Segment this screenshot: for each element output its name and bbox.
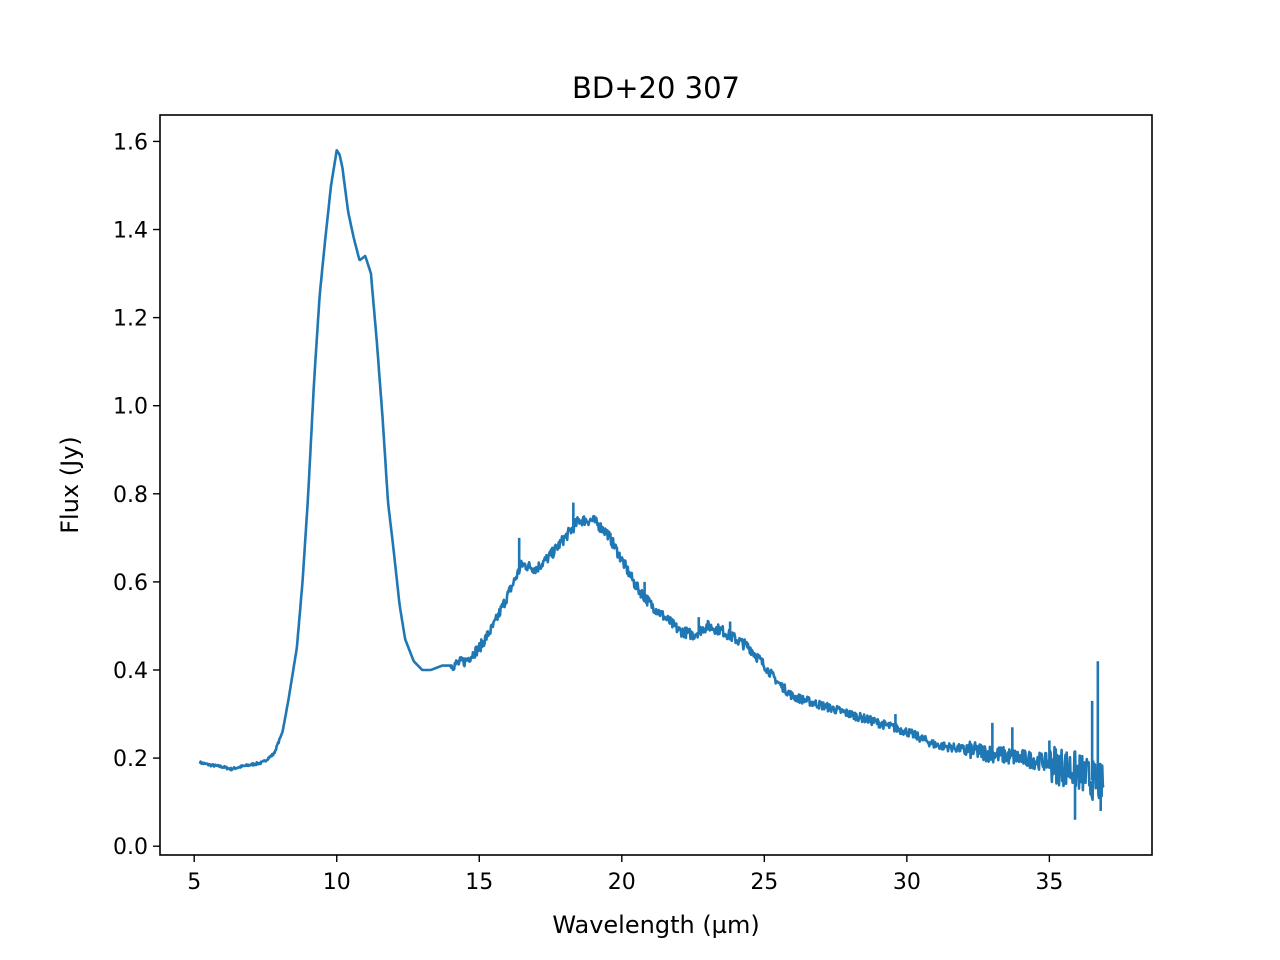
x-tick-label: 30 <box>893 870 921 895</box>
y-tick-label: 1.2 <box>113 307 148 332</box>
x-tick-label: 15 <box>465 870 493 895</box>
axes-frame <box>159 114 1153 856</box>
x-tick-label: 20 <box>608 870 636 895</box>
y-tick-label: 1.4 <box>113 219 148 244</box>
x-tick-label: 5 <box>187 870 201 895</box>
spectrum-line <box>198 149 1105 802</box>
x-tick-label: 10 <box>323 870 351 895</box>
y-axis-ticks: 0.0 0.2 0.4 0.6 0.8 1.0 1.2 1.4 1.6 <box>113 130 160 860</box>
y-tick-label: 1.0 <box>113 395 148 420</box>
y-tick-label: 0.2 <box>113 747 148 772</box>
y-axis-label: Flux (Jy) <box>56 436 84 534</box>
x-tick-label: 35 <box>1035 870 1063 895</box>
y-tick-label: 0.6 <box>113 571 148 596</box>
x-axis-ticks: 5 10 15 20 25 30 35 <box>187 855 1063 895</box>
plot-area <box>198 149 1105 820</box>
x-axis-label: Wavelength (µm) <box>552 911 759 939</box>
y-tick-label: 0.0 <box>113 835 148 860</box>
y-tick-label: 0.8 <box>113 483 148 508</box>
chart-title: BD+20 307 <box>572 71 740 105</box>
x-tick-label: 25 <box>750 870 778 895</box>
y-tick-label: 1.6 <box>113 130 148 155</box>
y-tick-label: 0.4 <box>113 659 148 684</box>
